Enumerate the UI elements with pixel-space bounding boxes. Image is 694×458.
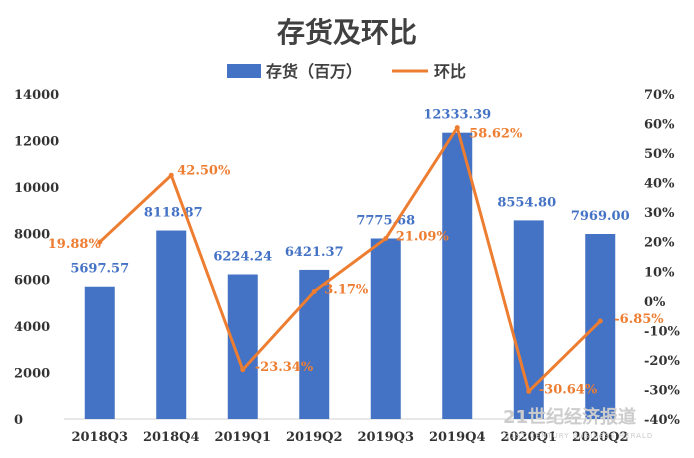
left-tick-label: 14000 xyxy=(14,88,59,103)
right-tick-label: 40% xyxy=(644,177,675,192)
watermark-subtext: 21ST CENTURY BUSINESS HERALD xyxy=(505,432,653,440)
x-tick-label: 2020Q1 xyxy=(500,430,557,445)
legend-label-line: 环比 xyxy=(434,62,466,81)
x-tick-label: 2020Q2 xyxy=(572,430,629,445)
right-tick-label: 10% xyxy=(644,265,675,280)
line-point xyxy=(383,236,389,242)
bar xyxy=(299,269,330,419)
left-tick-label: 0 xyxy=(14,413,23,428)
bar xyxy=(585,234,616,419)
bar-data-label: 8554.80 xyxy=(497,195,556,210)
bar-data-label: 6421.37 xyxy=(285,245,344,260)
line-data-label: -6.85% xyxy=(614,312,664,327)
x-axis: 2018Q3 2018Q4 2019Q1 2019Q2 2019Q3 2019Q4 2020… xyxy=(71,430,628,445)
right-axis: -40% -30% -20% -10% 0% 10% 20% 30% 40% 50% 60% 70% xyxy=(644,88,680,428)
watermark-text: 21世纪经济报道 xyxy=(503,406,636,428)
bar-data-label: 5697.57 xyxy=(70,262,129,277)
right-tick-label: -10% xyxy=(644,324,680,339)
bar xyxy=(227,274,258,419)
x-tick-label: 2019Q4 xyxy=(429,430,486,445)
left-tick-label: 12000 xyxy=(14,134,59,149)
line-data-label: 3.17% xyxy=(324,282,369,297)
legend-swatch-bar xyxy=(227,64,261,78)
line-labels: 19.88% 42.50% -23.34% 3.17% 21.09% 58.62% -30.… xyxy=(48,127,665,398)
line-path xyxy=(98,126,602,393)
left-tick-label: 8000 xyxy=(14,227,50,242)
left-axis: 0 2000 4000 6000 8000 10000 12000 14000 xyxy=(14,88,59,428)
bars xyxy=(84,132,616,420)
x-tick-label: 2018Q3 xyxy=(71,430,128,445)
bar xyxy=(370,238,401,419)
line-point xyxy=(97,239,103,245)
left-tick-label: 6000 xyxy=(14,274,50,289)
left-tick-label: 10000 xyxy=(14,181,59,196)
right-tick-label: -40% xyxy=(644,413,680,428)
x-tick-label: 2018Q4 xyxy=(143,430,200,445)
right-tick-label: 70% xyxy=(644,88,675,103)
line-data-label: 58.62% xyxy=(469,127,523,142)
line-point xyxy=(311,288,317,294)
bar-data-label: 7969.00 xyxy=(571,209,630,224)
line-series xyxy=(97,125,603,394)
bar xyxy=(156,230,187,419)
line-data-label: -23.34% xyxy=(255,360,314,375)
line-point xyxy=(168,172,174,178)
right-tick-label: 50% xyxy=(644,147,675,162)
bar-data-label: 6224.24 xyxy=(213,250,272,265)
legend: 存货（百万） 环比 xyxy=(227,62,466,81)
bar-data-label: 7775.68 xyxy=(356,213,415,228)
bar-data-label: 12333.39 xyxy=(423,108,491,123)
line-data-label: 21.09% xyxy=(396,230,450,245)
bar xyxy=(84,286,115,419)
x-tick-label: 2019Q2 xyxy=(286,430,343,445)
watermark: 21世纪经济报道 21ST CENTURY BUSINESS HERALD xyxy=(503,406,653,440)
line-point xyxy=(454,125,460,131)
right-tick-label: 30% xyxy=(644,206,675,221)
x-tick-label: 2019Q1 xyxy=(214,430,271,445)
legend-label-bar: 存货（百万） xyxy=(266,62,362,81)
right-tick-label: 60% xyxy=(644,118,675,133)
line-data-label: 42.50% xyxy=(177,163,231,178)
left-tick-label: 4000 xyxy=(14,320,50,335)
x-tick-label: 2019Q3 xyxy=(357,430,414,445)
line-point xyxy=(597,318,603,324)
left-tick-label: 2000 xyxy=(14,367,50,382)
bar-data-label: 8118.87 xyxy=(144,206,203,221)
right-tick-label: 0% xyxy=(644,295,666,310)
line-point xyxy=(240,367,246,373)
chart-title: 存货及环比 xyxy=(277,16,417,49)
right-tick-label: -20% xyxy=(644,354,680,369)
line-point xyxy=(526,388,532,394)
right-tick-label: -30% xyxy=(644,383,680,398)
bar xyxy=(442,132,473,420)
right-tick-label: 20% xyxy=(644,236,675,251)
line-data-label: -30.64% xyxy=(539,382,598,397)
line-data-label: 19.88% xyxy=(48,237,102,252)
